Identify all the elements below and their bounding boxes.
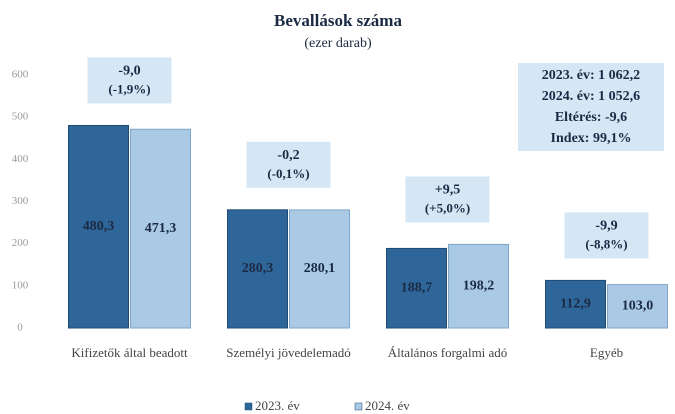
bar [448,243,509,329]
legend-label: 2024. év [365,398,410,413]
summary-box [518,63,664,151]
y-tick-label: 100 [12,279,29,291]
bar [386,247,447,329]
value-label: 280,1 [304,261,336,276]
annotation-subtext: (+5,0%) [425,200,470,215]
x-tick-label: Egyéb [589,345,624,360]
value-label: 188,7 [401,280,433,295]
annotation-box [405,176,490,223]
y-tick-label: 400 [12,153,29,165]
annotation-subtext: (-1,9%) [108,81,150,96]
x-tick-label: Kifizetők által beadott [71,345,188,360]
x-tick-label: Személyi jövedelemadó [226,345,351,360]
value-label: 112,9 [560,296,591,311]
legend-swatch [244,402,253,411]
bar [607,284,668,329]
x-tick-label: Általános forgalmi adó [387,345,508,360]
chart-title: Bevallások száma [274,11,402,30]
y-tick-label: 500 [12,111,29,123]
value-label: 471,3 [145,221,177,236]
y-tick-label: 600 [12,69,29,81]
value-label: 480,3 [83,219,115,234]
annotation-subtext: (-8,8%) [585,236,627,251]
annotation-text: +9,5 [435,183,460,198]
bar [68,124,129,329]
legend-swatch [354,402,363,411]
y-tick-label: 200 [12,237,29,249]
value-label: 103,0 [622,299,654,314]
value-label: 198,2 [463,278,495,293]
annotation-box [87,57,172,104]
summary-line: 2024. év: 1 052,6 [542,89,640,104]
bar [227,209,288,329]
bar [545,279,606,329]
annotation-text: -0,2 [277,148,299,163]
annotation-text: -9,0 [118,64,140,79]
annotation-subtext: (-0,1%) [267,166,309,181]
value-label: 280,3 [242,261,274,276]
summary-line: Index: 99,1% [551,131,632,146]
annotation-box [246,141,331,188]
y-tick-label: 300 [12,195,29,207]
bar [289,209,350,329]
annotation-box [564,212,649,259]
annotation-text: -9,9 [595,219,617,234]
bar [130,128,191,329]
summary-line: Eltérés: -9,6 [555,110,627,125]
summary-line: 2023. év: 1 062,2 [542,68,640,83]
chart-subtitle: (ezer darab) [304,36,372,51]
legend-label: 2023. év [255,398,300,413]
y-tick-label: 0 [17,322,23,334]
